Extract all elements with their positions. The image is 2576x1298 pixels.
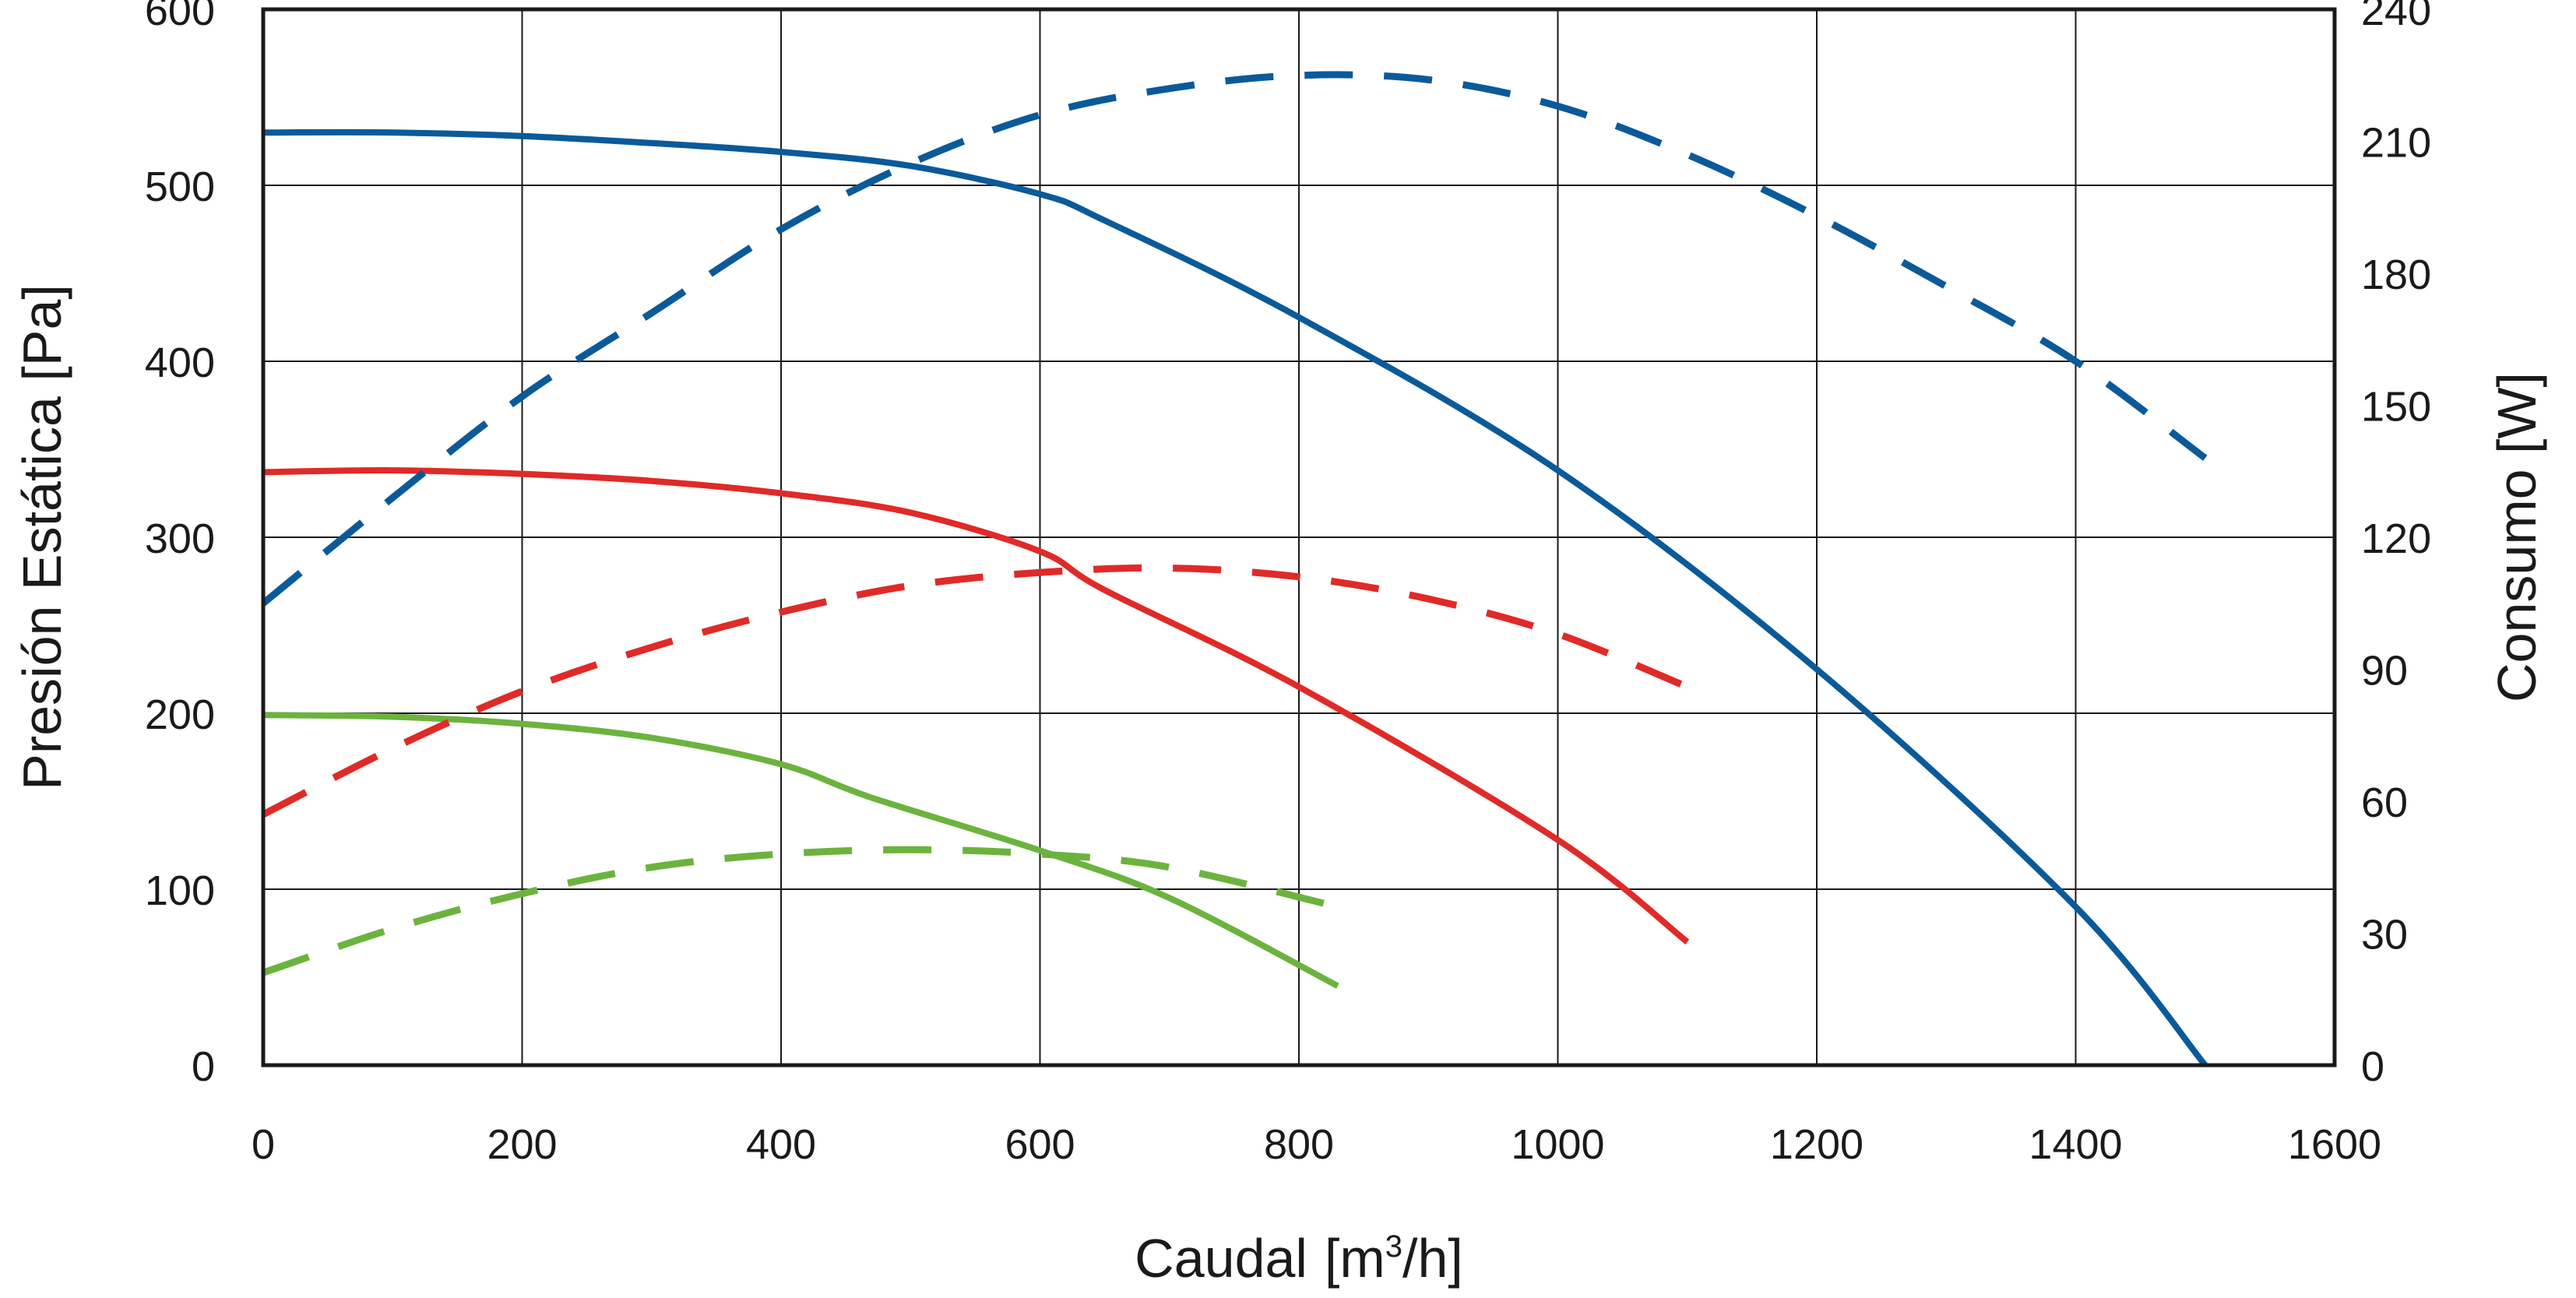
- x-tick-label: 1400: [2029, 1121, 2122, 1168]
- x-axis-title: Caudal [m3/h]: [1135, 1228, 1463, 1289]
- y-tick-labels: 0 100 200 300 400 500 600: [145, 0, 215, 1090]
- plot-frame: [261, 7, 2337, 1068]
- x-tick-label: 1000: [1511, 1121, 1604, 1168]
- y-tick-label: 600: [145, 0, 215, 34]
- y2-tick-label: 180: [2361, 252, 2431, 298]
- y2-tick-label: 120: [2361, 515, 2431, 562]
- y-tick-label: 200: [145, 691, 215, 738]
- y-tick-label: 500: [145, 164, 215, 210]
- green-pressure-curve: [262, 712, 1339, 989]
- series-group: [261, 71, 2208, 1068]
- red-consumption-curve: [261, 564, 1689, 818]
- green-consumption-curve: [262, 846, 1339, 976]
- grid: [262, 9, 2335, 1066]
- x-axis-title-text: Caudal: [1135, 1228, 1307, 1289]
- x-tick-label: 400: [746, 1121, 816, 1168]
- y2-tick-label: 0: [2361, 1043, 2384, 1090]
- x-tick-label: 1600: [2288, 1121, 2381, 1168]
- x-tick-label: 600: [1005, 1121, 1075, 1168]
- red-pressure-curve: [262, 467, 1690, 944]
- y2-tick-label: 30: [2361, 912, 2408, 959]
- y2-tick-label: 210: [2361, 120, 2431, 167]
- x-tick-label: 1200: [1770, 1121, 1863, 1168]
- y2-tick-label: 90: [2361, 648, 2408, 695]
- y2-tick-label: 150: [2361, 384, 2431, 431]
- x-tick-label: 0: [252, 1121, 275, 1168]
- y2-tick-label: 60: [2361, 779, 2408, 826]
- y2-axis-title: Consumo [W]: [2486, 372, 2547, 702]
- x-tick-label: 800: [1264, 1121, 1334, 1168]
- y2-tick-labels: 0 30 60 90 120 150 180 210 240: [2361, 0, 2431, 1090]
- x-axis-unit-sup: 3: [1385, 1229, 1402, 1264]
- blue-consumption-curve: [261, 71, 2208, 607]
- y2-tick-label: 240: [2361, 0, 2431, 34]
- y-tick-label: 0: [192, 1043, 215, 1090]
- y-tick-label: 400: [145, 339, 215, 386]
- x-axis-unit-open: [m: [1325, 1228, 1385, 1289]
- y-axis-title: Presión Estática [Pa]: [12, 284, 72, 790]
- x-axis-unit-close: /h]: [1402, 1228, 1463, 1289]
- x-tick-label: 200: [487, 1121, 557, 1168]
- blue-pressure-curve: [262, 128, 2208, 1068]
- x-tick-labels: 0 200 400 600 800 1000 1200 1400 1600: [252, 1121, 2381, 1168]
- y-tick-label: 300: [145, 515, 215, 562]
- y-tick-label: 100: [145, 867, 215, 914]
